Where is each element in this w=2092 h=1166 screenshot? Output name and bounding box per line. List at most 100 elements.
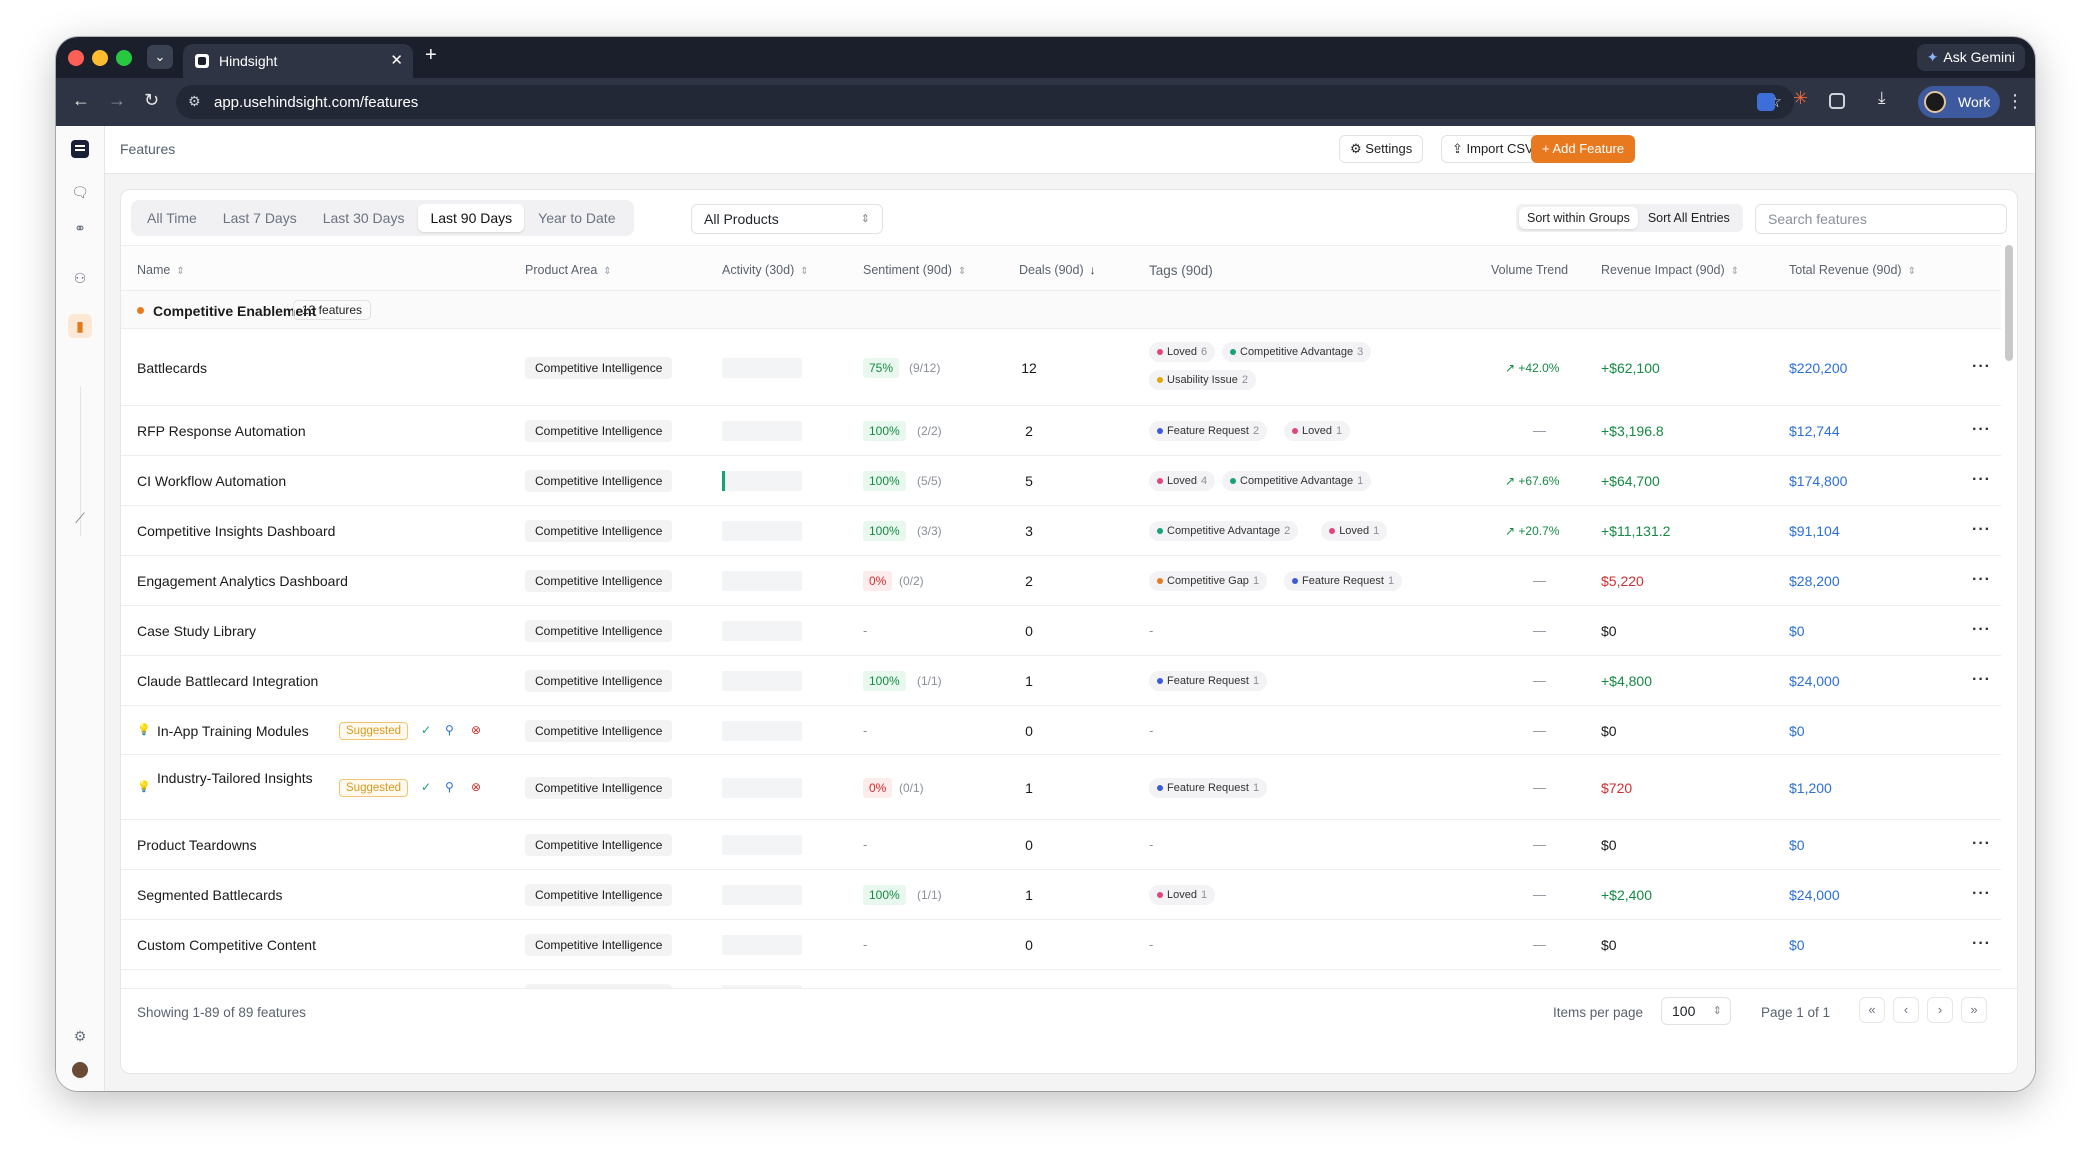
table-row[interactable]: Claude Battlecard Integration Competitive…	[121, 656, 2001, 706]
merge-icon[interactable]: ⚲	[445, 722, 454, 737]
sort-all-entries-button[interactable]: Sort All Entries	[1647, 211, 1730, 225]
table-row[interactable]: 💡 In-App Training Modules Suggested ✓ ⚲ ⊗ Comp…	[121, 706, 2001, 755]
tab-search-chevron-icon[interactable]: ⌄	[147, 45, 173, 69]
reject-icon[interactable]: ⊗	[471, 779, 482, 794]
previous-page-button[interactable]: ‹	[1893, 997, 1919, 1023]
column-revenue-impact[interactable]: Revenue Impact (90d) ⇕	[1601, 263, 1739, 277]
features-chart-icon[interactable]: ▮	[68, 314, 92, 338]
merge-icon[interactable]: ⚲	[445, 779, 454, 794]
tag-chip[interactable]: Competitive Advantage 1	[1222, 471, 1372, 491]
table-scrollbar[interactable]	[2005, 245, 2013, 361]
approve-icon[interactable]: ✓	[421, 779, 432, 794]
first-page-button[interactable]: «	[1859, 997, 1885, 1023]
table-row[interactable]: Battlecards Competitive Intelligence 75% (9…	[121, 329, 2001, 406]
gear-icon[interactable]: ⚙	[73, 1028, 87, 1044]
forward-arrow-icon[interactable]: →	[108, 90, 126, 110]
profile-work-button[interactable]: Work	[1918, 86, 2000, 118]
tag-chip[interactable]: Loved 1	[1149, 885, 1216, 905]
column-total-revenue[interactable]: Total Revenue (90d) ⇕	[1789, 263, 1916, 277]
search-input[interactable]	[1755, 204, 2007, 234]
tag-chip[interactable]: Competitive Gap 1	[1149, 571, 1268, 591]
tab-last-7-days[interactable]: Last 7 Days	[222, 210, 297, 226]
table-row[interactable]: Custom Competitive Content Competitive In…	[121, 920, 2001, 970]
extension-asterisk-icon[interactable]: ✳	[1793, 88, 1809, 108]
total-revenue: $0	[1789, 937, 1805, 953]
items-per-page-select[interactable]: 100 ⇕	[1661, 997, 1731, 1025]
user-avatar[interactable]	[72, 1062, 88, 1078]
more-actions-icon[interactable]: ···	[1972, 471, 1991, 488]
close-window-button[interactable]	[68, 50, 84, 66]
tag-chip[interactable]: Feature Request 1	[1149, 777, 1268, 798]
table-row[interactable]: Segmented Battlecards Competitive Intelli…	[121, 870, 2001, 920]
new-tab-button[interactable]: +	[425, 44, 437, 66]
last-page-button[interactable]: »	[1961, 997, 1987, 1023]
more-actions-icon[interactable]: ···	[1972, 357, 1991, 375]
column-activity[interactable]: Activity (30d) ⇕	[722, 263, 809, 277]
column-sentiment[interactable]: Sentiment (90d) ⇕	[863, 263, 966, 277]
more-actions-icon[interactable]: ···	[1972, 521, 1991, 538]
tag-chip[interactable]: Competitive Advantage 3	[1222, 341, 1372, 362]
column-name[interactable]: Name ⇕	[137, 263, 185, 277]
more-actions-icon[interactable]: ···	[1972, 935, 1991, 952]
more-actions-icon[interactable]: ···	[1972, 885, 1991, 902]
extensions-puzzle-icon[interactable]	[1829, 93, 1845, 109]
back-arrow-icon[interactable]: ←	[72, 90, 90, 110]
tag-chip[interactable]: Usability Issue 2	[1149, 369, 1257, 390]
address-bar-row: ← → ↻ ⚙ app.usehindsight.com/features ☆ …	[56, 78, 2035, 126]
tag-chip[interactable]: Loved 6	[1149, 341, 1216, 362]
more-actions-icon[interactable]: ···	[1972, 621, 1991, 638]
tab-last-30-days[interactable]: Last 30 Days	[322, 210, 405, 226]
trend-chart-icon[interactable]: ⟋	[75, 510, 85, 526]
product-select[interactable]: All Products ⇕	[691, 204, 883, 234]
more-actions-icon[interactable]: ···	[1972, 571, 1991, 588]
tab-close-icon[interactable]: ✕	[390, 52, 403, 69]
tag-chip[interactable]: Competitive Advantage 2	[1149, 521, 1299, 541]
tag-chip[interactable]: Loved 1	[1321, 521, 1388, 541]
reject-icon[interactable]: ⊗	[471, 722, 482, 737]
links-icon[interactable]: ⚭	[74, 220, 86, 236]
table-row[interactable]: Product Teardowns Competitive Intelligenc…	[121, 820, 2001, 870]
tab-year-to-date[interactable]: Year to Date	[538, 210, 616, 226]
ask-gemini-button[interactable]: ✦ Ask Gemini	[1916, 44, 2025, 71]
tag-chip[interactable]: Loved 4	[1149, 471, 1216, 491]
table-row[interactable]: Case Study Library Competitive Intelligen…	[121, 606, 2001, 656]
reload-icon[interactable]: ↻	[144, 90, 160, 110]
column-deals[interactable]: Deals (90d) ↓	[1019, 263, 1096, 277]
add-feature-button[interactable]: + Add Feature	[1531, 135, 1636, 163]
tab-last-90-days[interactable]: Last 90 Days	[418, 204, 525, 232]
tag-chip[interactable]: Feature Request 2	[1149, 421, 1268, 441]
sort-within-groups-button[interactable]: Sort within Groups	[1519, 207, 1638, 229]
approve-icon[interactable]: ✓	[421, 722, 432, 737]
next-page-button[interactable]: ›	[1927, 997, 1953, 1023]
more-actions-icon[interactable]: ···	[1972, 671, 1991, 688]
import-csv-button[interactable]: ⇪ Import CSV	[1441, 135, 1545, 163]
minimize-window-button[interactable]	[92, 50, 108, 66]
more-actions-icon[interactable]: ···	[1972, 421, 1991, 438]
tag-chip[interactable]: Feature Request 1	[1284, 571, 1403, 591]
deals-count: 5	[1025, 473, 1033, 489]
column-product-area[interactable]: Product Area ⇕	[525, 263, 612, 277]
table-row[interactable]: RFP Response Automation Competitive Intel…	[121, 406, 2001, 456]
more-actions-icon[interactable]: ···	[1972, 835, 1991, 852]
users-icon[interactable]: ⚇	[73, 270, 87, 286]
site-settings-icon[interactable]: ⚙	[188, 93, 201, 109]
table-row[interactable]: Competitive Insights Dashboard Competitiv…	[121, 506, 2001, 556]
download-icon[interactable]: ⤓	[1878, 88, 1886, 107]
table-row[interactable]: CI Workflow Automation Competitive Intell…	[121, 456, 2001, 506]
table-row[interactable]: Engagement Analytics Dashboard Competitiv…	[121, 556, 2001, 606]
table-row[interactable]: 💡 Industry-Tailored Insights Suggested ✓ ⚲ ⊗ C…	[121, 755, 2001, 820]
url-text[interactable]: app.usehindsight.com/features	[214, 94, 419, 111]
tag-chip[interactable]: Loved 1	[1284, 421, 1351, 441]
total-revenue: $0	[1789, 837, 1805, 853]
extension-shield-icon[interactable]	[1757, 93, 1775, 111]
url-bar[interactable]: ⚙ app.usehindsight.com/features ☆	[176, 85, 1794, 119]
browser-tab[interactable]: Hindsight ✕	[183, 44, 413, 78]
tag-chip[interactable]: Feature Request 1	[1149, 671, 1268, 691]
chat-bubbles-icon[interactable]: 🗨	[71, 184, 89, 200]
maximize-window-button[interactable]	[116, 50, 132, 66]
settings-button[interactable]: ⚙ Settings	[1339, 135, 1424, 163]
tab-all-time[interactable]: All Time	[147, 210, 197, 226]
group-header-row[interactable]: Competitive Enablement 13 features	[121, 291, 2001, 329]
hindsight-logo-icon[interactable]	[71, 140, 89, 158]
browser-menu-icon[interactable]: ⋮	[2006, 91, 2024, 111]
